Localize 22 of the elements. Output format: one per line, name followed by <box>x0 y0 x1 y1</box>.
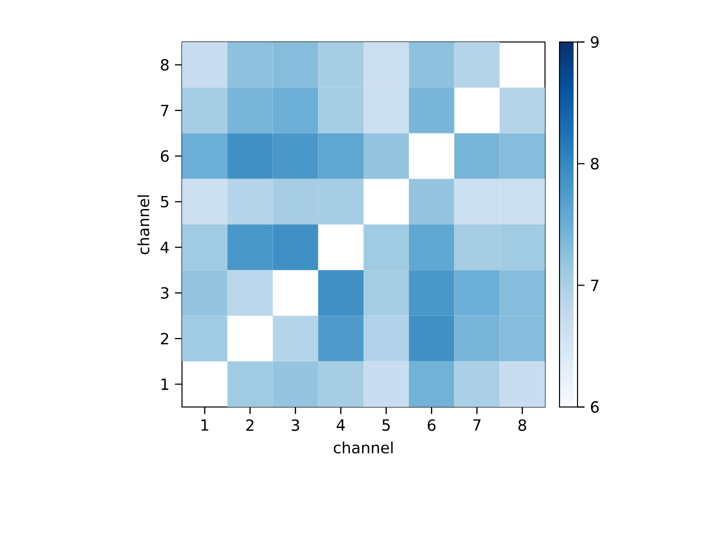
x-tick-label: 6 <box>428 419 436 432</box>
y-tick-label: 6 <box>160 150 169 162</box>
x-tick-label: 1 <box>201 419 208 431</box>
x-axis-title: channel <box>334 442 393 454</box>
x-tick-label: 7 <box>473 419 481 431</box>
y-tick-label: 1 <box>162 378 168 390</box>
color-bar-label: 9 <box>590 36 599 48</box>
x-tick-label: 4 <box>336 419 345 431</box>
y-axis-title: channel <box>137 195 150 254</box>
y-tick-label: 7 <box>161 104 168 116</box>
color-bar-label: 6 <box>590 401 599 413</box>
x-tick-label: 8 <box>518 419 526 432</box>
y-tick-label: 4 <box>160 242 169 253</box>
x-tick-label: 3 <box>292 419 300 432</box>
y-tick-label: 3 <box>161 287 168 299</box>
y-tick-label: 5 <box>161 196 168 208</box>
x-tick-label: 5 <box>382 419 390 431</box>
color-bar-label: 8 <box>590 158 599 170</box>
x-tick-label: 2 <box>246 419 254 431</box>
y-tick-label: 2 <box>160 332 168 344</box>
y-tick-label: 8 <box>160 58 169 71</box>
color-bar-label: 7 <box>591 280 598 291</box>
